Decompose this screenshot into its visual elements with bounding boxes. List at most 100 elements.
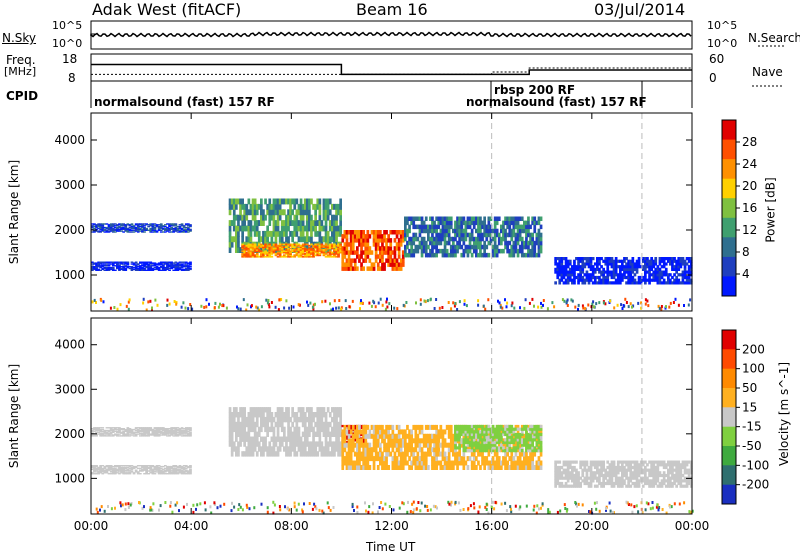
heatmap-cell — [353, 442, 357, 448]
heatmap-cell — [245, 451, 249, 457]
heatmap-cell — [174, 465, 178, 468]
heatmap-cell — [349, 234, 353, 239]
scatter-cell — [423, 299, 426, 303]
heatmap-cell — [477, 220, 480, 226]
heatmap-cell — [118, 428, 121, 431]
heatmap-cell — [314, 254, 317, 257]
heatmap-cell — [314, 225, 317, 232]
heatmap-cell — [189, 470, 192, 472]
heatmap-cell — [399, 465, 403, 470]
heatmap-cell — [289, 441, 292, 447]
heatmap-cell — [126, 432, 130, 434]
heatmap-cell — [581, 270, 585, 274]
heatmap-cell — [362, 424, 365, 430]
heatmap-cell — [155, 266, 159, 269]
scatter-cell — [624, 297, 627, 301]
heatmap-cell — [366, 442, 370, 448]
heatmap-cell — [174, 434, 178, 436]
heatmap-cell — [681, 281, 685, 285]
heatmap-cell — [677, 273, 681, 277]
heatmap-cell — [111, 268, 115, 271]
heatmap-cell — [128, 226, 132, 229]
heatmap-cell — [93, 473, 96, 475]
heatmap-cell — [614, 278, 618, 282]
heatmap-cell — [164, 473, 167, 475]
heatmap-cell — [141, 265, 144, 267]
heatmap-cell — [443, 244, 447, 250]
scatter-cell — [426, 299, 429, 303]
heatmap-cell — [145, 434, 148, 436]
heatmap-cell — [93, 224, 96, 226]
heatmap-cell — [383, 433, 386, 439]
heatmap-cell — [189, 435, 192, 437]
heatmap-cell — [445, 460, 449, 466]
heatmap-cell — [280, 220, 284, 226]
heatmap-cell — [136, 431, 140, 433]
heatmap-cell — [454, 451, 457, 457]
heatmap-cell — [408, 438, 411, 444]
heatmap-cell — [531, 248, 534, 254]
heatmap-cell — [124, 228, 128, 231]
heatmap-cell — [577, 278, 580, 282]
heatmap-cell — [677, 257, 681, 261]
scatter-cell — [657, 304, 660, 308]
heatmap-cell — [412, 224, 416, 230]
heatmap-cell — [464, 248, 468, 254]
heatmap-cell — [422, 224, 426, 230]
heatmap-cell — [128, 229, 132, 231]
heatmap-cell — [157, 469, 161, 471]
scatter-cell — [245, 308, 248, 312]
heatmap-cell — [122, 225, 125, 227]
heatmap-cell — [174, 435, 178, 437]
heatmap-cell — [257, 426, 261, 433]
heatmap-cell — [230, 446, 234, 452]
heatmap-cell — [124, 435, 128, 437]
heatmap-cell — [297, 407, 301, 413]
heatmap-cell — [483, 248, 486, 254]
heatmap-cell — [235, 407, 238, 413]
heatmap-cell — [376, 234, 380, 239]
heatmap-cell — [143, 473, 146, 475]
heatmap-cell — [128, 472, 132, 474]
heatmap-cell — [366, 447, 370, 453]
heatmap-cell — [518, 224, 522, 230]
heatmap-cell — [583, 273, 587, 277]
heatmap-cell — [136, 267, 140, 270]
heatmap-cell — [429, 447, 432, 453]
heatmap-cell — [644, 259, 647, 263]
heatmap-cell — [475, 456, 478, 462]
heatmap-cell — [297, 203, 301, 210]
heatmap-cell — [237, 431, 240, 437]
heatmap-cell — [393, 451, 397, 457]
scatter-cell — [463, 302, 466, 306]
heatmap-cell — [485, 438, 489, 444]
heatmap-cell — [412, 248, 416, 254]
heatmap-cell — [314, 446, 317, 452]
heatmap-cell — [187, 435, 190, 437]
heatmap-cell — [510, 451, 514, 457]
heatmap-cell — [435, 252, 438, 258]
heatmap-cell — [159, 225, 163, 228]
heatmap-cell — [168, 265, 171, 267]
heatmap-cell — [347, 262, 351, 267]
heatmap-cell — [93, 225, 96, 228]
heatmap-cell — [178, 227, 182, 230]
heatmap-cell — [424, 216, 428, 221]
heatmap-cell — [508, 252, 512, 258]
heatmap-cell — [341, 254, 345, 259]
heatmap-cell — [381, 424, 384, 430]
heatmap-cell — [310, 426, 313, 433]
heatmap-cell — [182, 471, 186, 473]
heatmap-cell — [301, 431, 305, 437]
heatmap-cell — [660, 275, 664, 280]
scatter-cell — [386, 305, 389, 309]
heatmap-cell — [328, 251, 332, 254]
heatmap-cell — [189, 268, 192, 271]
heatmap-cell — [132, 465, 136, 468]
heatmap-cell — [272, 247, 276, 250]
heatmap-cell — [235, 236, 238, 243]
heatmap-cell — [143, 223, 146, 225]
heatmap-cell — [516, 236, 520, 242]
heatmap-cell — [159, 471, 163, 473]
heatmap-cell — [168, 472, 171, 474]
